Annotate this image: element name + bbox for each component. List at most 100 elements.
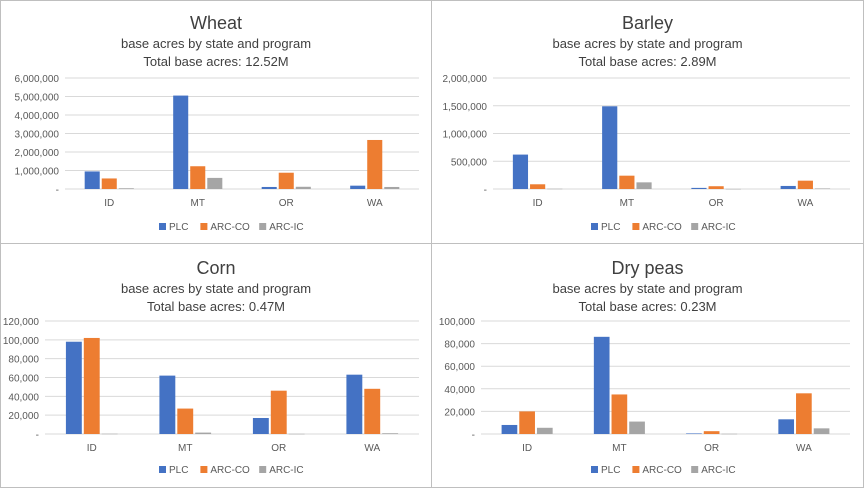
chart-subtitle: base acres by state and program xyxy=(120,281,312,296)
bar-arc-co-wa xyxy=(364,388,381,434)
y-tick-label: 80,000 xyxy=(8,355,39,366)
bar-arc-ic-mt xyxy=(207,177,223,189)
chart-subtitle: base acres by state and program xyxy=(552,281,743,296)
bar-plc-wa xyxy=(780,185,796,189)
bar-arc-co-wa xyxy=(367,139,383,189)
legend-label: ARC-IC xyxy=(701,222,735,233)
legend-label: PLC xyxy=(601,222,620,233)
bar-arc-co-id xyxy=(530,184,546,189)
y-tick-label: - xyxy=(56,185,59,196)
bar-arc-co-id xyxy=(519,411,535,434)
bar-plc-mt xyxy=(593,336,610,434)
x-tick-label: MT xyxy=(178,443,192,454)
corn-chart-panel: Corn base acres by state and program Tot… xyxy=(0,243,432,488)
legend-label: ARC-IC xyxy=(269,222,303,233)
bar-arc-ic-wa xyxy=(813,428,830,434)
dry-peas-chart-svg: - 20,000 40,000 60,000 80,000 100,000 ID MT OR WA… xyxy=(439,317,850,476)
y-tick-label: 6,000,000 xyxy=(15,74,60,85)
bar-arc-co-or xyxy=(270,390,287,434)
bar-arc-ic-or xyxy=(725,188,741,190)
barley-chart-svg: - 500,000 1,000,000 1,500,000 2,000,000 ID MT O… xyxy=(443,74,850,233)
barley-chart-panel: Barley base acres by state and program T… xyxy=(431,0,864,244)
bar-plc-or xyxy=(691,187,707,189)
legend-swatch-arc-co xyxy=(200,466,208,473)
bar-arc-co-mt xyxy=(190,166,206,189)
bar-arc-ic-wa xyxy=(384,186,400,189)
bar-arc-co-mt xyxy=(619,175,635,189)
bar-arc-co-or xyxy=(708,186,724,189)
y-tick-label: 20,000 xyxy=(444,407,475,418)
legend-swatch-plc xyxy=(591,466,598,473)
legend-swatch-arc-co xyxy=(632,223,640,230)
x-tick-label: ID xyxy=(104,198,114,209)
bar-plc-id xyxy=(84,171,100,189)
y-tick-label: 4,000,000 xyxy=(15,111,60,122)
legend-swatch-plc xyxy=(159,466,166,473)
bar-plc-wa xyxy=(346,374,363,434)
bar-plc-or xyxy=(686,433,702,434)
x-tick-label: WA xyxy=(796,443,812,454)
chart-total-label: Total base acres: 0.23M xyxy=(578,299,717,314)
bar-arc-co-or xyxy=(703,431,720,434)
legend-label: PLC xyxy=(169,222,188,233)
wheat-chart-panel: Wheat base acres by state and program To… xyxy=(0,0,432,244)
y-tick-label: 120,000 xyxy=(3,317,40,328)
legend-label: ARC-CO xyxy=(642,222,682,233)
y-tick-label: 80,000 xyxy=(444,340,475,351)
y-tick-label: 60,000 xyxy=(444,362,475,373)
chart-title: Dry peas xyxy=(611,258,684,278)
bar-plc-id xyxy=(65,341,82,434)
x-tick-label: MT xyxy=(191,198,205,209)
bar-arc-co-id xyxy=(101,178,117,189)
y-tick-label: 1,000,000 xyxy=(15,167,60,178)
y-tick-label: 100,000 xyxy=(3,336,40,347)
bar-arc-co-or xyxy=(278,172,294,189)
bar-plc-wa xyxy=(778,419,795,434)
bar-arc-co-wa xyxy=(797,180,813,189)
x-tick-label: OR xyxy=(709,198,724,209)
x-tick-label: ID xyxy=(533,198,543,209)
bar-arc-ic-or xyxy=(288,433,305,435)
y-tick-label: 40,000 xyxy=(444,385,475,396)
chart-title: Corn xyxy=(196,258,236,278)
dry-peas-chart-panel: Dry peas base acres by state and program… xyxy=(431,243,864,488)
y-tick-label: 60,000 xyxy=(8,374,39,385)
bar-plc-or xyxy=(252,417,269,434)
x-tick-label: OR xyxy=(271,443,286,454)
chart-total-label: Total base acres: 12.52M xyxy=(143,54,289,69)
bar-arc-ic-id xyxy=(118,188,134,189)
chart-subtitle: base acres by state and program xyxy=(552,36,743,51)
corn-chart-svg: - 20,000 40,000 60,000 80,000 100,000 120,000 I… xyxy=(3,317,419,476)
y-tick-label: - xyxy=(36,430,39,441)
x-tick-label: WA xyxy=(367,198,383,209)
wheat-chart-svg: - 1,000,000 2,000,000 3,000,000 4,000,000 5,0… xyxy=(15,74,419,233)
legend-label: ARC-CO xyxy=(210,222,250,233)
x-tick-label: MT xyxy=(612,443,626,454)
bar-arc-co-mt xyxy=(611,394,628,434)
legend-label: PLC xyxy=(601,465,620,476)
chart-total-label: Total base acres: 2.89M xyxy=(578,54,717,69)
legend-swatch-arc-co xyxy=(632,466,640,473)
legend-label: PLC xyxy=(169,465,188,476)
legend-label: ARC-CO xyxy=(210,465,250,476)
legend-swatch-arc-ic xyxy=(691,466,699,473)
bar-plc-or xyxy=(261,186,277,189)
bar-arc-ic-mt xyxy=(636,182,652,189)
chart-subtitle: base acres by state and program xyxy=(120,36,312,51)
y-tick-label: 20,000 xyxy=(8,411,39,422)
legend-swatch-plc xyxy=(591,223,598,230)
legend-swatch-arc-ic xyxy=(259,223,267,230)
y-tick-label: - xyxy=(472,430,475,441)
y-tick-label: 500,000 xyxy=(451,157,488,168)
bar-plc-id xyxy=(501,424,518,434)
x-tick-label: OR xyxy=(704,443,719,454)
y-tick-label: 100,000 xyxy=(439,317,476,328)
y-tick-label: - xyxy=(484,185,487,196)
chart-title: Wheat xyxy=(189,13,243,33)
y-tick-label: 2,000,000 xyxy=(15,148,60,159)
y-tick-label: 40,000 xyxy=(8,392,39,403)
x-tick-label: ID xyxy=(87,443,97,454)
y-tick-label: 5,000,000 xyxy=(15,93,60,104)
bar-arc-ic-mt xyxy=(195,432,212,434)
